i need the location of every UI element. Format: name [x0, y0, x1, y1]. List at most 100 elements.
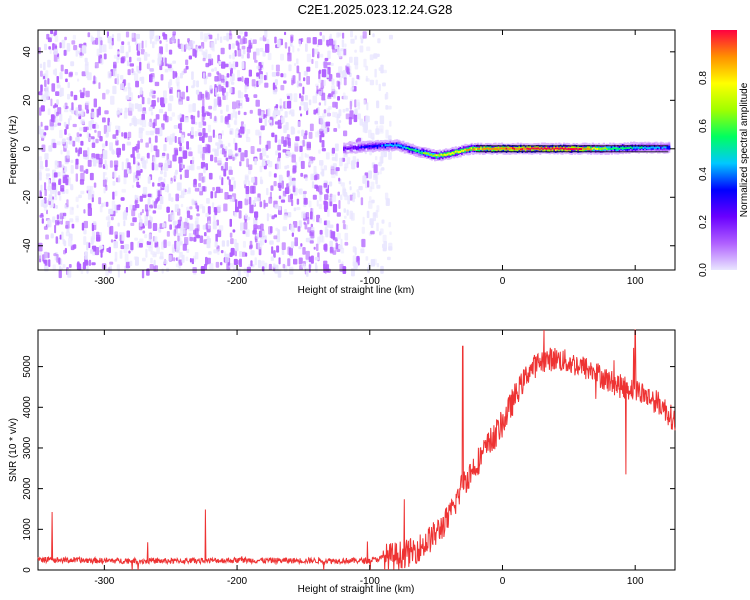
noise-cell: [195, 203, 198, 209]
noise-cell: [284, 111, 288, 118]
noise-cell: [96, 234, 101, 242]
noise-cell: [236, 127, 239, 131]
noise-cell: [60, 64, 64, 72]
noise-cell: [105, 267, 109, 276]
noise-cell: [106, 248, 111, 252]
noise-cell: [104, 110, 109, 115]
noise-cell: [289, 224, 294, 231]
noise-cell: [84, 63, 89, 73]
noise-cell: [306, 66, 311, 72]
noise-cell: [128, 87, 132, 96]
noise-cell: [322, 112, 326, 118]
noise-cell: [75, 147, 78, 153]
signal-cell: [556, 147, 559, 150]
noise-cell: [99, 245, 104, 249]
noise-cell: [180, 240, 183, 245]
noise-cell: [244, 86, 249, 90]
noise-cell: [349, 194, 353, 201]
noise-cell: [174, 204, 179, 212]
noise-cell: [319, 134, 322, 143]
noise-cell: [45, 234, 49, 240]
noise-cell: [114, 164, 118, 171]
y-tick-label: 20: [22, 94, 33, 106]
signal-cell: [551, 147, 554, 152]
signal-cell: [660, 146, 663, 149]
noise-cell: [168, 193, 172, 201]
noise-cell: [304, 95, 308, 101]
noise-cell: [276, 110, 281, 116]
signal-cell: [477, 147, 480, 150]
signal-cell: [623, 147, 626, 150]
noise-cell: [292, 45, 295, 53]
noise-cell: [207, 72, 212, 77]
noise-cell: [171, 37, 175, 42]
noise-cell: [154, 241, 159, 248]
noise-cell: [319, 193, 322, 202]
noise-cell: [253, 224, 258, 230]
y-tick-label: 2000: [22, 477, 33, 500]
noise-cell: [220, 262, 223, 266]
noise-cell: [150, 251, 155, 255]
noise-cell: [197, 110, 200, 118]
noise-cell: [283, 80, 287, 84]
noise-cell: [336, 232, 341, 240]
noise-cell: [116, 204, 121, 211]
noise-cell: [278, 257, 281, 265]
signal-cell: [403, 146, 406, 149]
noise-cell: [289, 93, 293, 101]
noise-cell: [157, 182, 161, 187]
noise-cell: [245, 232, 248, 236]
signal-cell: [453, 152, 456, 155]
signal-cell: [424, 152, 427, 155]
noise-cell: [365, 256, 369, 261]
noise-cell: [163, 97, 168, 104]
noise-cell: [275, 150, 279, 156]
noise-cell: [254, 257, 257, 266]
signal-cell: [515, 148, 518, 151]
signal-cell: [465, 149, 469, 152]
noise-cell: [72, 123, 77, 128]
noise-cell: [300, 152, 304, 161]
noise-cell: [241, 251, 246, 257]
noise-cell: [315, 60, 319, 69]
noise-cell: [259, 47, 264, 52]
noise-cell: [80, 190, 85, 195]
noise-cell: [51, 182, 56, 190]
noise-cell: [167, 64, 172, 69]
noise-cell: [102, 179, 107, 187]
noise-cell: [252, 230, 257, 235]
noise-cell: [125, 261, 131, 269]
noise-cell: [124, 253, 129, 263]
noise-cell: [278, 195, 282, 200]
noise-cell: [378, 67, 381, 71]
noise-cell: [366, 210, 370, 219]
noise-cell: [257, 225, 261, 230]
noise-cell: [214, 241, 218, 248]
noise-cell: [45, 173, 51, 177]
noise-cell: [226, 240, 230, 247]
noise-cell: [112, 68, 117, 77]
signal-cell: [653, 147, 656, 150]
noise-cell: [151, 162, 155, 171]
noise-cell: [305, 71, 308, 76]
noise-cell: [228, 179, 231, 186]
noise-cell: [177, 114, 181, 120]
noise-cell: [130, 222, 135, 226]
noise-cell: [91, 262, 96, 266]
noise-cell: [199, 136, 203, 141]
noise-cell: [237, 42, 240, 51]
noise-cell: [189, 206, 193, 210]
noise-cell: [324, 194, 329, 200]
noise-cell: [59, 129, 63, 139]
noise-cell: [121, 56, 126, 62]
noise-cell: [365, 78, 370, 82]
signal-cell: [580, 148, 583, 151]
noise-cell: [117, 269, 120, 278]
noise-cell: [40, 128, 45, 136]
snr-series-line: [37, 329, 676, 571]
signal-cell: [524, 147, 527, 150]
signal-cell: [668, 147, 671, 149]
noise-cell: [139, 243, 143, 248]
noise-cell: [57, 107, 62, 115]
noise-cell: [291, 154, 296, 163]
